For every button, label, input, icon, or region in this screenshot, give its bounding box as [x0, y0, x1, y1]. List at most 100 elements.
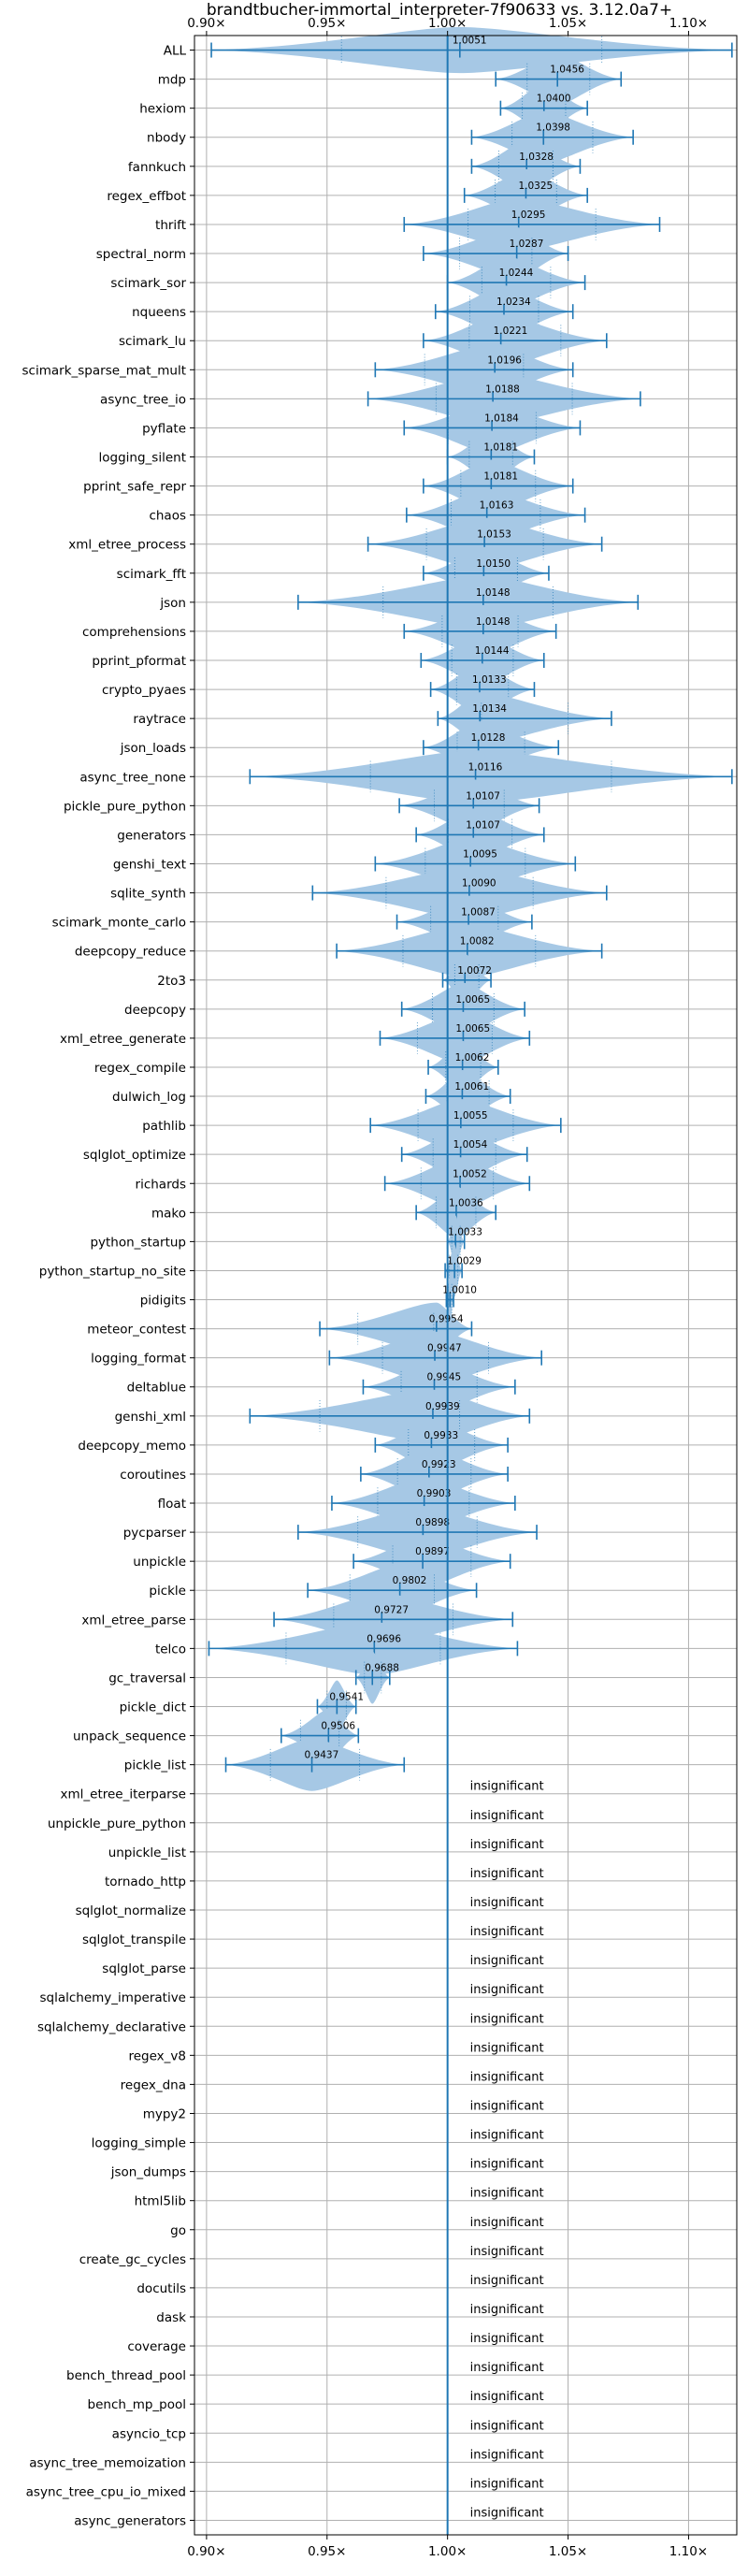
y-tick-label: mypy2	[143, 2106, 186, 2121]
y-tick-label: unpickle_pure_python	[48, 1816, 186, 1831]
mean-value-label: 1.0033	[448, 1226, 482, 1237]
y-tick-label: pyflate	[142, 421, 186, 436]
mean-value-label: 1.0221	[494, 326, 528, 337]
y-tick-label: scimark_fft	[117, 567, 186, 582]
y-tick-label: sqlglot_parse	[102, 1961, 186, 1976]
y-tick-label: async_tree_memoization	[29, 2455, 186, 2470]
mean-value-label: 0.9688	[365, 1662, 399, 1673]
mean-value-label: 1.0234	[496, 297, 531, 308]
mean-value-label: 1.0134	[472, 703, 507, 715]
mean-value-label: 0.9923	[422, 1459, 456, 1470]
y-tick-label: sqlglot_optimize	[83, 1148, 186, 1163]
y-tick-label: async_generators	[74, 2513, 186, 2528]
insignificant-label: insignificant	[470, 1780, 544, 1794]
insignificant-label: insignificant	[470, 1867, 544, 1881]
y-tick-label: pickle_dict	[120, 1700, 186, 1715]
y-tick-label: pickle_list	[124, 1758, 186, 1773]
x-tick-label-bottom: 1.10×	[669, 2544, 708, 2559]
y-tick-label: coverage	[127, 2339, 186, 2354]
insignificant-label: insignificant	[470, 2303, 544, 2317]
mean-value-label: 1.0328	[519, 152, 554, 163]
mean-value-label: 0.9954	[429, 1314, 464, 1325]
mean-value-label: 1.0398	[536, 123, 570, 134]
y-tick-label: json_loads	[120, 741, 186, 756]
y-tick-label: fannkuch	[128, 160, 186, 175]
y-tick-label: richards	[136, 1177, 186, 1192]
mean-value-label: 1.0107	[466, 819, 500, 831]
mean-value-label: 0.9437	[305, 1750, 339, 1761]
mean-value-label: 1.0295	[511, 210, 546, 221]
y-tick-label: pprint_safe_repr	[83, 480, 186, 495]
y-tick-label: xml_etree_process	[68, 538, 186, 553]
y-tick-label: float	[158, 1497, 186, 1512]
mean-value-label: 1.0148	[476, 616, 511, 628]
mean-value-label: 0.9898	[415, 1517, 450, 1528]
y-tick-label: async_tree_none	[79, 770, 186, 785]
y-tick-label: tornado_http	[105, 1874, 186, 1889]
y-tick-label: logging_silent	[99, 451, 186, 466]
insignificant-label: insignificant	[470, 2099, 544, 2113]
mean-value-label: 1.0010	[442, 1285, 477, 1296]
insignificant-label: insignificant	[470, 2361, 544, 2375]
y-tick-label: chaos	[149, 509, 186, 524]
mean-value-label: 1.0107	[466, 790, 500, 802]
y-tick-label: xml_etree_iterparse	[61, 1787, 187, 1802]
mean-value-label: 1.0095	[463, 848, 497, 860]
mean-value-label: 0.9939	[425, 1401, 460, 1412]
mean-value-label: 1.0087	[461, 907, 496, 919]
mean-value-label: 0.9947	[427, 1343, 462, 1354]
mean-value-label: 1.0184	[484, 412, 519, 424]
y-tick-label: regex_compile	[94, 1061, 186, 1076]
y-tick-label: nbody	[147, 131, 186, 146]
insignificant-label: insignificant	[470, 1896, 544, 1910]
insignificant-label: insignificant	[470, 2187, 544, 2201]
y-tick-label: scimark_monte_carlo	[52, 916, 186, 931]
mean-value-label: 1.0163	[480, 500, 514, 512]
y-tick-label: nqueens	[132, 305, 186, 320]
y-tick-label: sqlglot_normalize	[76, 1903, 186, 1918]
y-tick-label: sqlalchemy_declarative	[37, 2019, 186, 2034]
mean-value-label: 1.0148	[476, 587, 511, 599]
mean-value-label: 1.0052	[453, 1168, 487, 1179]
x-tick-label-top: 1.05×	[549, 16, 587, 31]
mean-value-label: 0.9945	[426, 1372, 461, 1383]
mean-value-label: 1.0133	[472, 674, 507, 686]
y-tick-label: regex_v8	[128, 2048, 186, 2063]
y-tick-label: hexiom	[139, 102, 186, 117]
y-tick-label: logging_format	[91, 1352, 186, 1367]
mean-value-label: 1.0196	[487, 355, 522, 366]
y-tick-label: mdp	[158, 73, 186, 88]
mean-value-label: 1.0036	[449, 1197, 483, 1208]
x-tick-label-bottom: 1.05×	[549, 2544, 587, 2559]
mean-value-label: 1.0116	[468, 761, 503, 773]
insignificant-label: insignificant	[470, 2390, 544, 2404]
mean-value-label: 0.9802	[393, 1575, 427, 1586]
y-tick-label: async_tree_cpu_io_mixed	[26, 2484, 186, 2499]
mean-value-label: 1.0287	[510, 239, 544, 250]
y-tick-label: bench_thread_pool	[66, 2368, 186, 2383]
y-tick-label: gc_traversal	[108, 1671, 186, 1686]
y-tick-label: pycparser	[123, 1526, 187, 1541]
y-tick-label: pidigits	[140, 1294, 186, 1309]
insignificant-label: insignificant	[470, 2419, 544, 2433]
y-tick-label: scimark_sor	[110, 276, 186, 291]
insignificant-label: insignificant	[470, 2332, 544, 2346]
mean-value-label: 1.0181	[483, 442, 518, 454]
mean-value-label: 0.9727	[374, 1604, 409, 1615]
mean-value-label: 0.9903	[417, 1488, 452, 1499]
x-tick-label-bottom: 1.00×	[428, 2544, 467, 2559]
mean-value-label: 1.0153	[477, 529, 511, 541]
y-tick-label: html5lib	[135, 2194, 186, 2209]
x-tick-label-bottom: 0.95×	[308, 2544, 346, 2559]
y-tick-label: deltablue	[127, 1381, 186, 1396]
y-tick-label: go	[170, 2223, 186, 2238]
insignificant-label: insignificant	[470, 2012, 544, 2026]
x-tick-label-top: 1.10×	[669, 16, 708, 31]
chart-title: brandtbucher-immortal_interpreter-7f9063…	[207, 1, 672, 20]
insignificant-label: insignificant	[470, 2245, 544, 2259]
mean-value-label: 0.9897	[415, 1546, 450, 1557]
y-tick-label: async_tree_io	[100, 392, 186, 407]
plot-area: 1.0051 1.0456 1.0400 1.0398 1.0328 1.0325 1.02…	[22, 16, 738, 2559]
y-tick-label: genshi_text	[113, 857, 186, 872]
